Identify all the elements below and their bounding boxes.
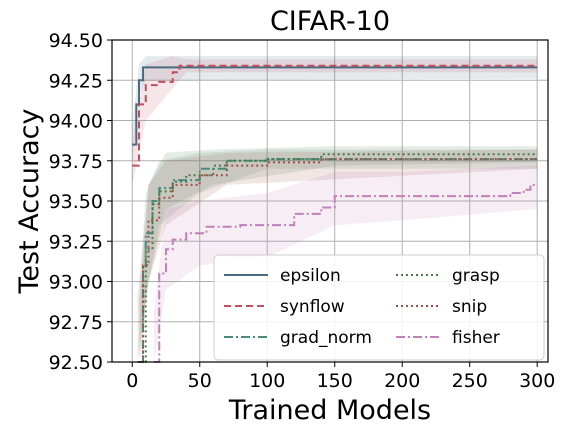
legend-label-epsilon: epsilon — [280, 266, 341, 286]
y-tick-label: 94.00 — [49, 111, 103, 133]
x-tick-label: 200 — [384, 370, 420, 392]
y-axis-ticks: 92.50 92.75 93.00 93.25 93.50 93.75 94.00 94.25… — [49, 30, 112, 374]
x-tick-label: 0 — [126, 370, 138, 392]
x-tick-label: 100 — [249, 370, 285, 392]
legend-label-snip: snip — [452, 297, 487, 317]
legend-label-grasp: grasp — [452, 266, 500, 286]
series-line-synflow — [132, 64, 538, 167]
x-tick-label: 150 — [317, 370, 353, 392]
y-tick-label: 93.25 — [49, 231, 103, 253]
series-line-snip — [137, 158, 538, 363]
x-axis-title: Trained Models — [228, 395, 431, 426]
y-axis-title: Test Accuracy — [14, 108, 45, 294]
legend: epsilon synflow grad_norm grasp snip fisher — [213, 254, 545, 361]
band-grasp — [140, 146, 538, 362]
grid — [112, 39, 548, 363]
legend-box — [213, 254, 545, 361]
band-snip — [137, 149, 538, 362]
x-tick-label: 50 — [188, 370, 212, 392]
band-fisher — [153, 165, 538, 362]
x-tick-label: 300 — [519, 370, 555, 392]
y-tick-label: 94.50 — [49, 30, 103, 52]
series-lines — [132, 64, 538, 363]
band-synflow — [132, 56, 538, 185]
y-tick-label: 93.75 — [49, 151, 103, 173]
y-tick-label: 94.25 — [49, 70, 103, 92]
series-line-epsilon — [132, 66, 538, 146]
series-line-fisher — [153, 183, 538, 363]
y-tick-label: 93.00 — [49, 272, 103, 294]
band-grad_norm — [138, 149, 538, 362]
x-axis-ticks: 0 50 100 150 200 250 300 — [126, 362, 555, 392]
y-tick-label: 92.75 — [49, 312, 103, 334]
legend-label-synflow: synflow — [280, 297, 345, 317]
chart-title: CIFAR-10 — [270, 6, 390, 37]
y-tick-label: 92.50 — [49, 352, 103, 374]
legend-label-grad_norm: grad_norm — [280, 328, 372, 348]
y-tick-label: 93.50 — [49, 191, 103, 213]
legend-label-fisher: fisher — [452, 328, 500, 348]
x-tick-label: 250 — [452, 370, 488, 392]
